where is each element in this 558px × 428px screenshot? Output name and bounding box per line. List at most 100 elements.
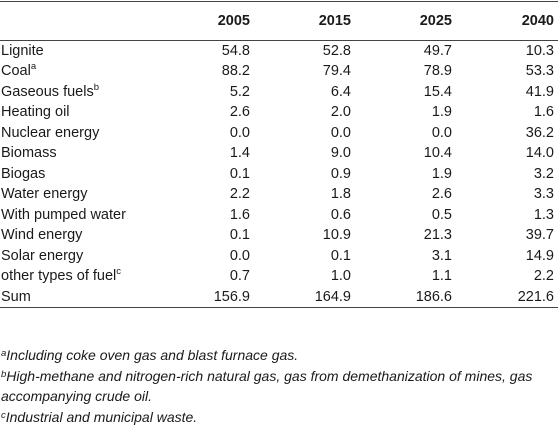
header-row: 2005 2015 2025 2040 bbox=[0, 1, 558, 41]
table-row: Gaseous fuelsb 5.2 6.4 15.4 41.9 bbox=[0, 82, 558, 103]
value-cell: 2.2 bbox=[533, 268, 554, 285]
value-cell: 0.6 bbox=[330, 206, 351, 223]
row-label-cell: Biomass bbox=[0, 143, 148, 164]
row-label-cell: Lignite bbox=[0, 41, 148, 62]
row-label: Nuclear energy bbox=[1, 124, 100, 141]
row-label: Gaseous fuels bbox=[1, 83, 94, 100]
row-label-cell: Coala bbox=[0, 61, 148, 82]
row-label: Water energy bbox=[1, 186, 88, 203]
table-row: Wind energy 0.1 10.9 21.3 39.7 bbox=[0, 225, 558, 246]
value-cell: 78.9 bbox=[423, 63, 452, 80]
header-cell-2005: 2005 bbox=[148, 1, 254, 41]
value-cell: 54.8 bbox=[221, 43, 250, 59]
row-label: With pumped water bbox=[1, 206, 126, 223]
value-cell: 0.1 bbox=[229, 227, 250, 244]
row-label-cell: other types of fuelc bbox=[0, 266, 148, 287]
footnote-mark: b bbox=[1, 369, 7, 380]
value-cell: 0.0 bbox=[330, 124, 351, 141]
table-row: With pumped water 1.6 0.6 0.5 1.3 bbox=[0, 205, 558, 226]
table-row: other types of fuelc 0.7 1.0 1.1 2.2 bbox=[0, 266, 558, 287]
value-cell: 186.6 bbox=[355, 286, 456, 308]
value-cell: 1.9 bbox=[431, 165, 452, 182]
value-cell: 221.6 bbox=[456, 286, 558, 308]
value-cell: 10.9 bbox=[322, 227, 351, 244]
value-cell: 0.5 bbox=[431, 206, 452, 223]
row-label: Coal bbox=[1, 63, 31, 80]
value-cell: 39.7 bbox=[525, 227, 554, 244]
table-row: Lignite 54.8 52.8 49.7 10.3 bbox=[0, 41, 558, 62]
value-cell: 53.3 bbox=[525, 63, 554, 80]
row-label-cell: Water energy bbox=[0, 184, 148, 205]
row-label-cell: With pumped water bbox=[0, 205, 148, 226]
table-row: Biomass 1.4 9.0 10.4 14.0 bbox=[0, 143, 558, 164]
footnote-text: High-methane and nitrogen-rich natural g… bbox=[1, 368, 533, 404]
footnote-mark: a bbox=[30, 61, 37, 73]
value-cell: 88.2 bbox=[221, 63, 250, 80]
header-cell-2015: 2015 bbox=[254, 1, 355, 41]
table-row: Heating oil 2.6 2.0 1.9 1.6 bbox=[0, 102, 558, 123]
row-label-cell: Nuclear energy bbox=[0, 123, 148, 144]
value-cell: 0.7 bbox=[229, 268, 250, 285]
value-cell: 14.0 bbox=[525, 145, 554, 162]
row-label-cell: Wind energy bbox=[0, 225, 148, 246]
footnote-text: Industrial and municipal waste. bbox=[5, 409, 198, 425]
value-cell: 1.1 bbox=[431, 268, 452, 285]
footnote-text: Including coke oven gas and blast furnac… bbox=[6, 347, 299, 363]
value-cell: 10.3 bbox=[525, 43, 554, 59]
table-body: Lignite 54.8 52.8 49.7 10.3 Coala 88.2 79.4 78.9… bbox=[0, 41, 558, 308]
value-cell: 1.8 bbox=[330, 186, 351, 203]
row-label: Lignite bbox=[1, 43, 44, 59]
row-label: other types of fuel bbox=[1, 268, 117, 285]
value-cell: 14.9 bbox=[525, 247, 554, 264]
row-label: Wind energy bbox=[1, 227, 83, 244]
footnote-mark: a bbox=[1, 348, 7, 359]
value-cell: 1.6 bbox=[229, 206, 250, 223]
value-cell: 79.4 bbox=[322, 63, 351, 80]
value-cell: 36.2 bbox=[525, 124, 554, 141]
table-row: Solar energy 0.0 0.1 3.1 14.9 bbox=[0, 246, 558, 267]
value-cell: 164.9 bbox=[254, 286, 355, 308]
value-cell: 3.1 bbox=[431, 247, 452, 264]
row-label: Biogas bbox=[1, 165, 46, 182]
row-label: Heating oil bbox=[1, 104, 70, 121]
value-cell: 1.6 bbox=[533, 104, 554, 121]
value-cell: 52.8 bbox=[322, 43, 351, 59]
value-cell: 2.6 bbox=[229, 104, 250, 121]
value-cell: 1.9 bbox=[431, 104, 452, 121]
value-cell: 21.3 bbox=[423, 227, 452, 244]
row-label-cell: Heating oil bbox=[0, 102, 148, 123]
value-cell: 6.4 bbox=[330, 83, 351, 100]
value-cell: 0.9 bbox=[330, 165, 351, 182]
value-cell: 2.6 bbox=[431, 186, 452, 203]
row-label-cell: Solar energy bbox=[0, 246, 148, 267]
value-cell: 49.7 bbox=[423, 43, 452, 59]
table-row: Biogas 0.1 0.9 1.9 3.2 bbox=[0, 164, 558, 185]
table-header: 2005 2015 2025 2040 bbox=[0, 1, 558, 41]
row-label-cell: Biogas bbox=[0, 164, 148, 185]
table-row: Water energy 2.2 1.8 2.6 3.3 bbox=[0, 184, 558, 205]
footnotes: aIncluding coke oven gas and blast furna… bbox=[1, 345, 556, 428]
value-cell: 10.4 bbox=[423, 145, 452, 162]
value-cell: 2.0 bbox=[330, 104, 351, 121]
footnote: aIncluding coke oven gas and blast furna… bbox=[1, 345, 556, 365]
row-label: Sum bbox=[1, 288, 31, 305]
header-cell-label bbox=[0, 1, 148, 41]
value-cell: 1.3 bbox=[533, 206, 554, 223]
value-cell: 156.9 bbox=[148, 286, 254, 308]
footnote: bHigh-methane and nitrogen-rich natural … bbox=[1, 366, 556, 406]
value-cell: 3.3 bbox=[533, 186, 554, 203]
header-cell-2040: 2040 bbox=[456, 1, 558, 41]
value-cell: 0.0 bbox=[431, 124, 452, 141]
row-label-cell: Sum bbox=[0, 286, 148, 308]
value-cell: 0.0 bbox=[229, 247, 250, 264]
footnote-mark: b bbox=[93, 81, 99, 93]
energy-table: 2005 2015 2025 2040 Lignite 54.8 52.8 49.7 1… bbox=[0, 1, 558, 308]
value-cell: 2.2 bbox=[229, 186, 250, 203]
value-cell: 0.1 bbox=[330, 247, 351, 264]
header-cell-2025: 2025 bbox=[355, 1, 456, 41]
value-cell: 3.2 bbox=[533, 165, 554, 182]
table-row: Sum 156.9 164.9 186.6 221.6 bbox=[0, 286, 558, 308]
value-cell: 0.0 bbox=[229, 124, 250, 141]
table-row: Coala 88.2 79.4 78.9 53.3 bbox=[0, 61, 558, 82]
